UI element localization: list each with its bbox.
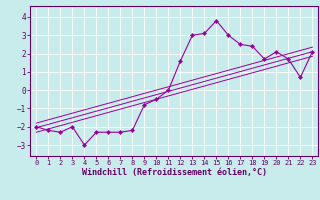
X-axis label: Windchill (Refroidissement éolien,°C): Windchill (Refroidissement éolien,°C) [82, 168, 267, 177]
